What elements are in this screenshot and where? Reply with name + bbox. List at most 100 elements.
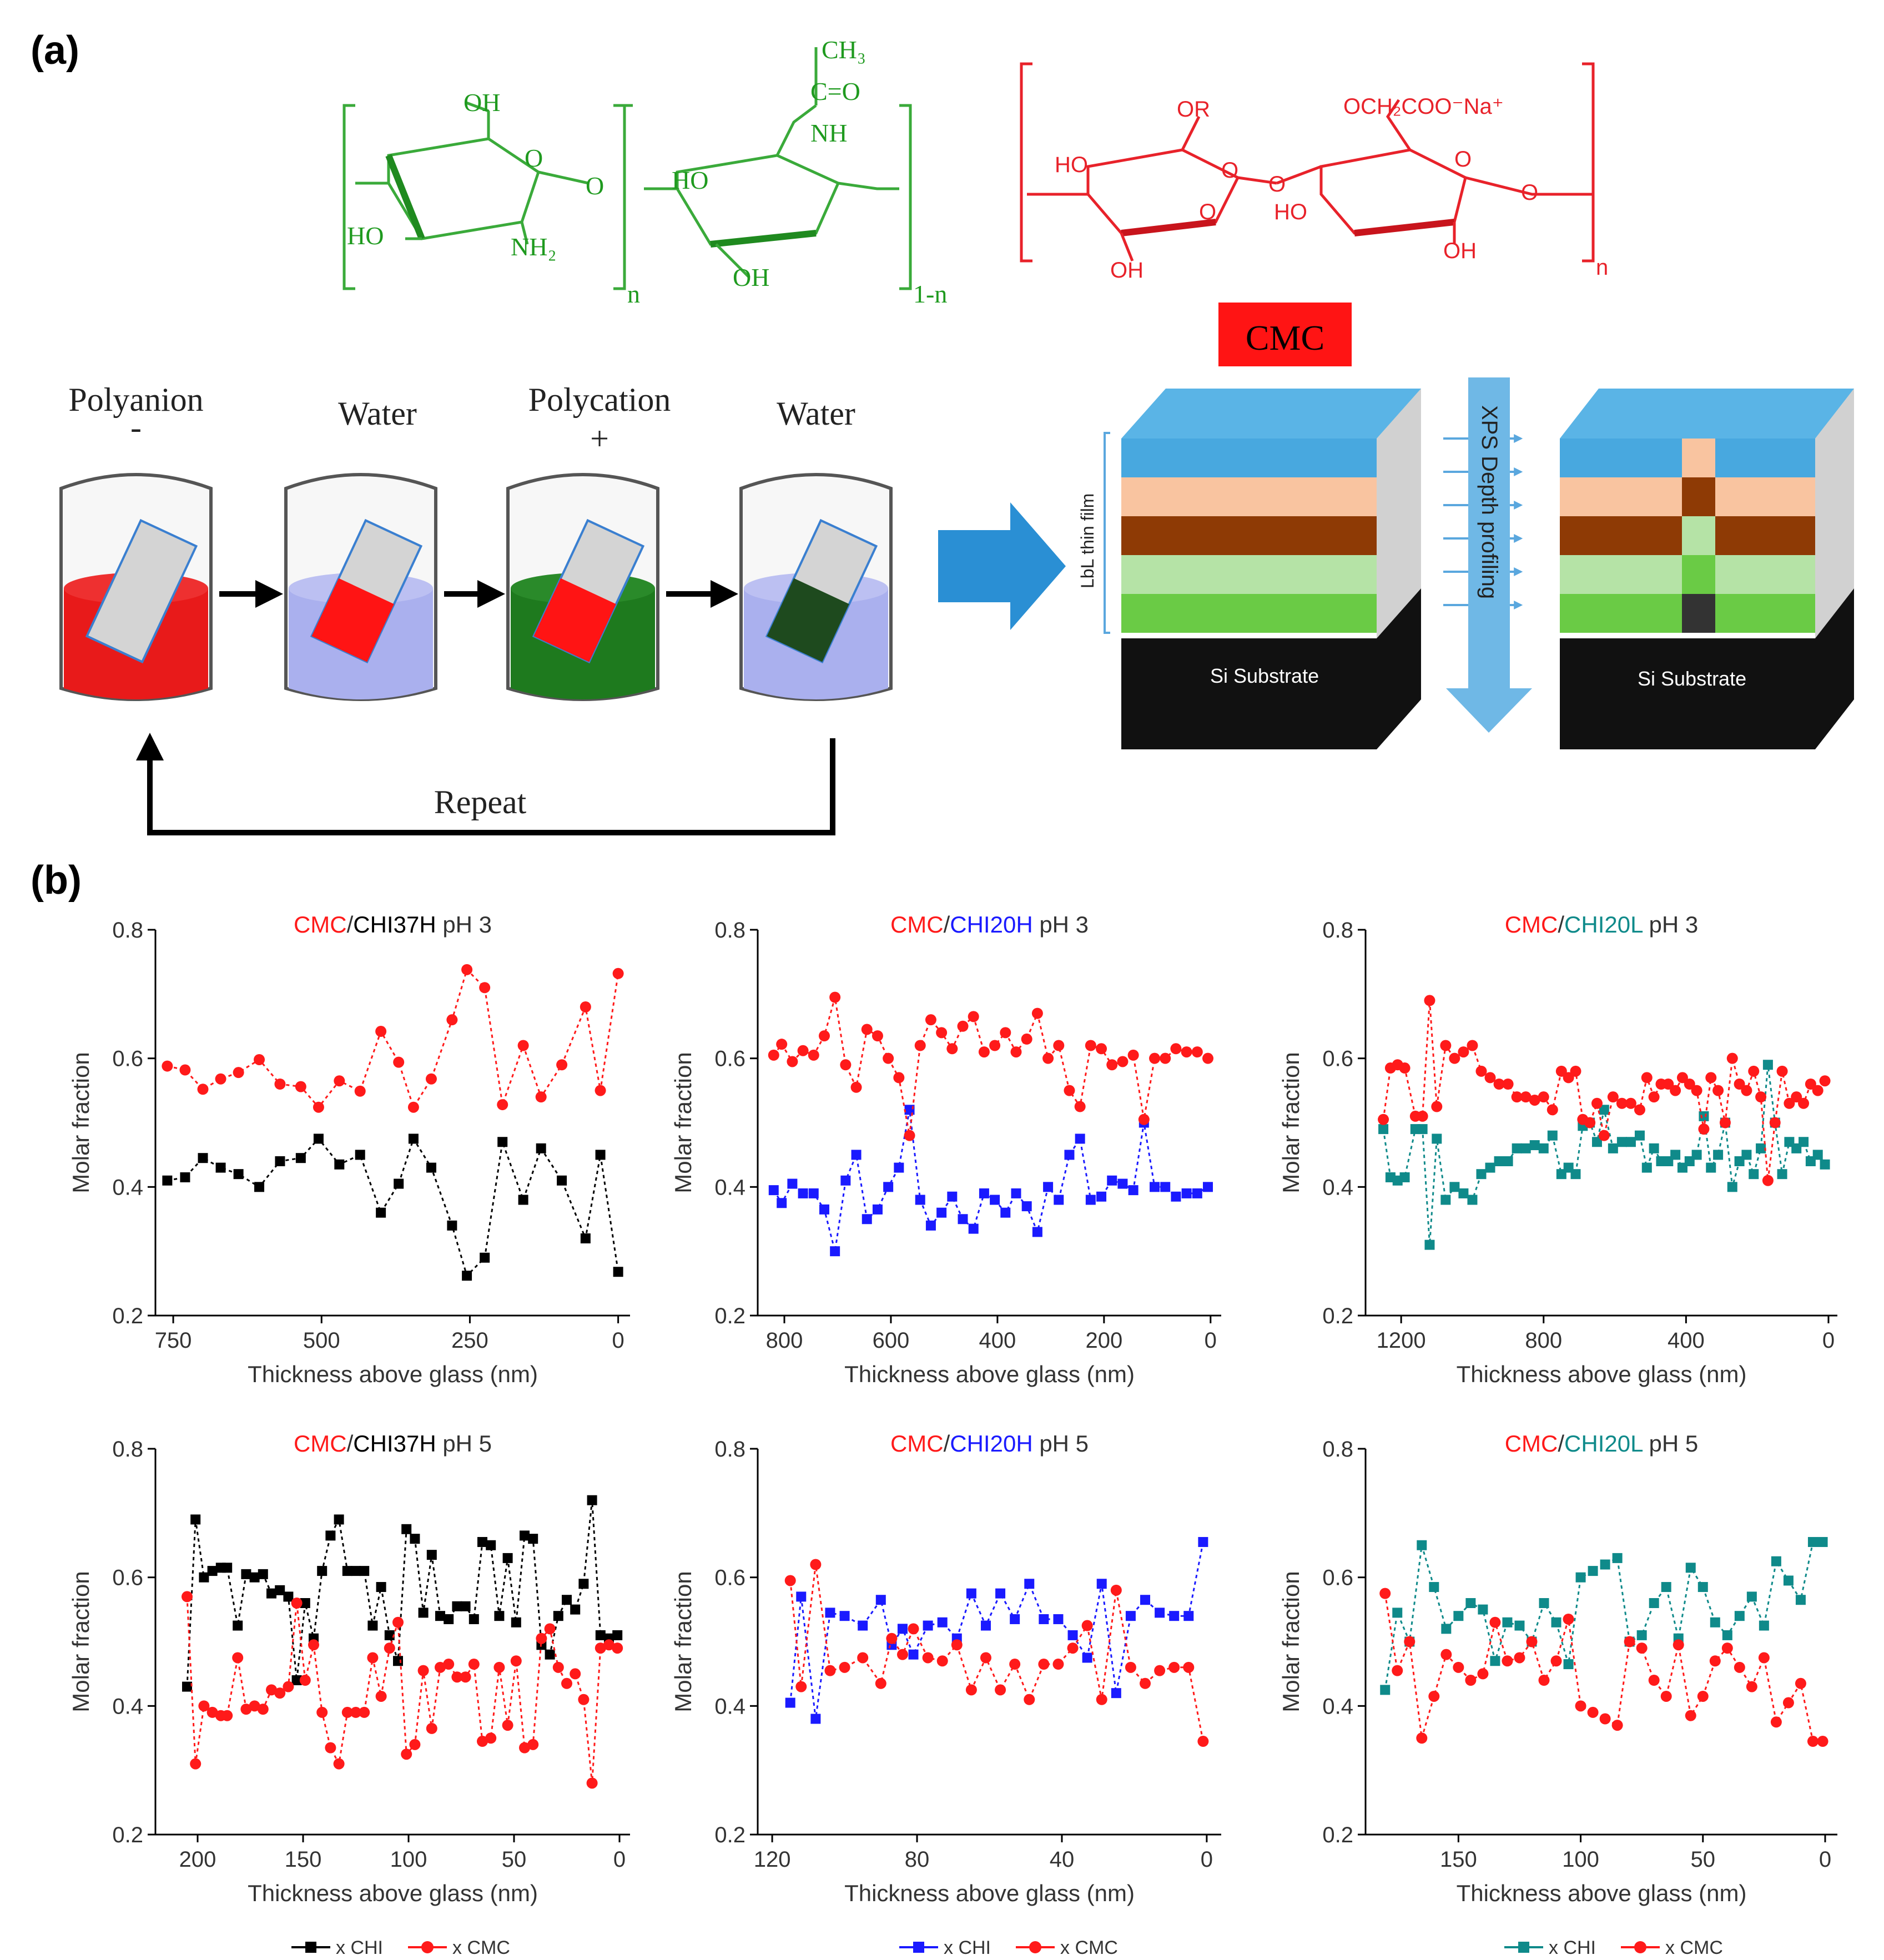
chi-point [351, 1566, 361, 1576]
cmc-point [1762, 1175, 1774, 1186]
cmc-series-line [167, 968, 619, 1110]
chi-point [1625, 1137, 1636, 1147]
title-sep: / [347, 911, 354, 938]
chi-nh: NH [810, 119, 847, 147]
cmc-point [425, 1073, 437, 1085]
cmc-point [240, 1704, 252, 1715]
chi-point [562, 1595, 572, 1605]
cmc-point [333, 1758, 345, 1770]
cmc-point [295, 1081, 306, 1092]
chi-point [460, 1601, 471, 1611]
chi-point [1490, 1656, 1500, 1666]
cmc-point [1417, 1110, 1428, 1122]
chi-point [258, 1569, 268, 1579]
cmc-point [1110, 1584, 1122, 1596]
cmc-point [1399, 1062, 1411, 1074]
cmc-point [1520, 1091, 1532, 1103]
step-polycation-sign: + [590, 420, 609, 457]
chi-point [1551, 1617, 1561, 1628]
cmc-point [1791, 1091, 1802, 1103]
x-tick-label: 800 [766, 1328, 803, 1353]
x-tick-label: 200 [179, 1847, 216, 1872]
chi-point [325, 1530, 336, 1541]
film-bracket [1104, 432, 1110, 634]
chitosan-structure [342, 47, 912, 290]
chi-point [1820, 1159, 1830, 1170]
cmc-point [341, 1706, 353, 1718]
legend-2-cmc: x CMC [1060, 1937, 1118, 1958]
cmc-point [1570, 1065, 1581, 1077]
chi-point [254, 1182, 265, 1192]
cmc-point [1009, 1659, 1021, 1670]
chi-point [553, 1611, 563, 1621]
chi-point [1529, 1140, 1540, 1151]
chi-point [1155, 1608, 1165, 1618]
chart-1: 0.2 0.4 0.6 0.8 750 500 250 0 Thickness above gl… [68, 911, 630, 1387]
cmc-point [479, 982, 491, 994]
chi-point [394, 1178, 404, 1189]
chi-point [595, 1150, 606, 1160]
chi-point [1449, 1182, 1460, 1192]
cmc-point [417, 1665, 429, 1676]
chi-point [222, 1563, 233, 1573]
cmc-point [612, 968, 624, 979]
cmc-point [1584, 1117, 1596, 1128]
cmc-point [810, 1559, 822, 1570]
big-arrow-icon [938, 502, 1066, 630]
chi-point [435, 1611, 445, 1621]
chi-point [317, 1566, 328, 1576]
cmc-point [1096, 1043, 1107, 1055]
chi-point [1417, 1124, 1428, 1135]
chi-point [266, 1588, 276, 1599]
chi-point [1670, 1150, 1681, 1160]
cmc-point [477, 1736, 488, 1747]
cmc-point [1798, 1097, 1810, 1109]
chi-point [447, 1220, 457, 1231]
chi-point [1378, 1124, 1389, 1135]
chi-point [1160, 1182, 1171, 1192]
x-tick-label: 600 [873, 1328, 910, 1353]
cmc-point [401, 1749, 412, 1760]
chi-point [1440, 1195, 1451, 1205]
xps-label: XPS Depth profiling [1477, 405, 1502, 599]
x-tick-label: 40 [1050, 1847, 1075, 1872]
cmc-point [190, 1758, 202, 1770]
cmc-point [1031, 1007, 1043, 1019]
x-tick-label: 400 [979, 1328, 1016, 1353]
legend-3-cmc: x CMC [1665, 1937, 1723, 1958]
chi-point [1192, 1188, 1202, 1198]
cmc-point [1453, 1661, 1464, 1673]
chi-point [612, 1630, 623, 1640]
y-axis-label: Molar fraction [670, 1052, 696, 1193]
cmc-point [552, 1661, 564, 1673]
chi-point [839, 1611, 850, 1621]
chi-point [1699, 1111, 1709, 1121]
title-chi: CHI37H [353, 1430, 436, 1457]
chi-point [1032, 1227, 1042, 1237]
y-tick-label: 0.4 [714, 1694, 745, 1719]
step-polyanion-sign: - [130, 409, 142, 446]
cmc-point [1734, 1079, 1745, 1090]
chi-point [1756, 1143, 1766, 1153]
cmc-point [249, 1700, 260, 1712]
legend-3-chi: x CHI [1549, 1937, 1596, 1958]
cmc-point [1676, 1072, 1688, 1084]
cmc-point [875, 1677, 886, 1689]
step-water-1: Water [338, 395, 417, 432]
cmc-point [1021, 1033, 1032, 1045]
y-tick-label: 0.2 [112, 1304, 143, 1328]
chi-point [990, 1195, 1000, 1205]
chi-point [545, 1649, 555, 1660]
chi-point [1010, 1614, 1020, 1624]
x-tick-label: 0 [1822, 1328, 1835, 1353]
chi-point [1432, 1133, 1442, 1144]
cmc-point [1782, 1697, 1794, 1709]
chi-point [966, 1588, 976, 1599]
y-axis-label: Molar fraction [68, 1571, 94, 1712]
cmc-point [570, 1668, 581, 1680]
cmc-point [561, 1677, 572, 1689]
chi-point [1539, 1598, 1549, 1608]
chi-point [1039, 1614, 1049, 1624]
chi-point [1458, 1188, 1469, 1198]
